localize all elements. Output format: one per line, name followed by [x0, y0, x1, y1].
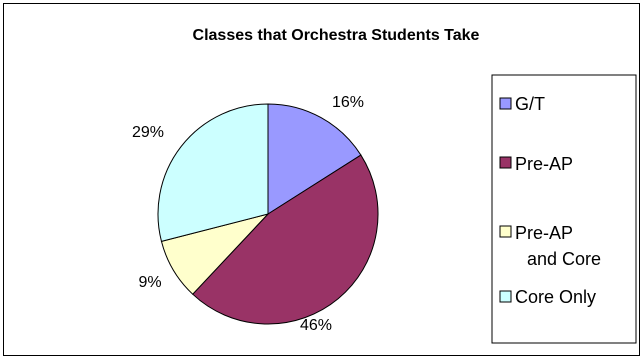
legend-label: and Core — [527, 249, 601, 269]
legend-swatch — [499, 225, 512, 238]
percent-labels: 16% 46% 9% 29% — [132, 94, 364, 334]
pie-slice-pre-ap — [191, 154, 379, 325]
legend-box — [491, 74, 637, 344]
legend-label: G/T — [515, 94, 545, 114]
pie-slices — [157, 103, 379, 325]
legend-label: Pre-AP — [515, 154, 573, 174]
slice-percent-label: 9% — [138, 274, 161, 291]
pie-slice-core-only — [157, 103, 269, 242]
slice-percent-label: 29% — [132, 124, 164, 141]
slice-percent-label: 46% — [300, 317, 332, 334]
pie-slice-g-t — [267, 103, 362, 215]
legend-swatch — [499, 156, 512, 169]
chart-title: Classes that Orchestra Students Take — [193, 27, 480, 44]
slice-percent-label: 16% — [332, 94, 364, 111]
legend-swatch — [499, 290, 512, 303]
legend-label: Pre-AP — [515, 223, 573, 243]
legend-label: Core Only — [515, 287, 596, 307]
legend-swatch — [499, 97, 512, 110]
legend: G/T Pre-AP Pre-AP and Core Core Only — [499, 94, 601, 307]
